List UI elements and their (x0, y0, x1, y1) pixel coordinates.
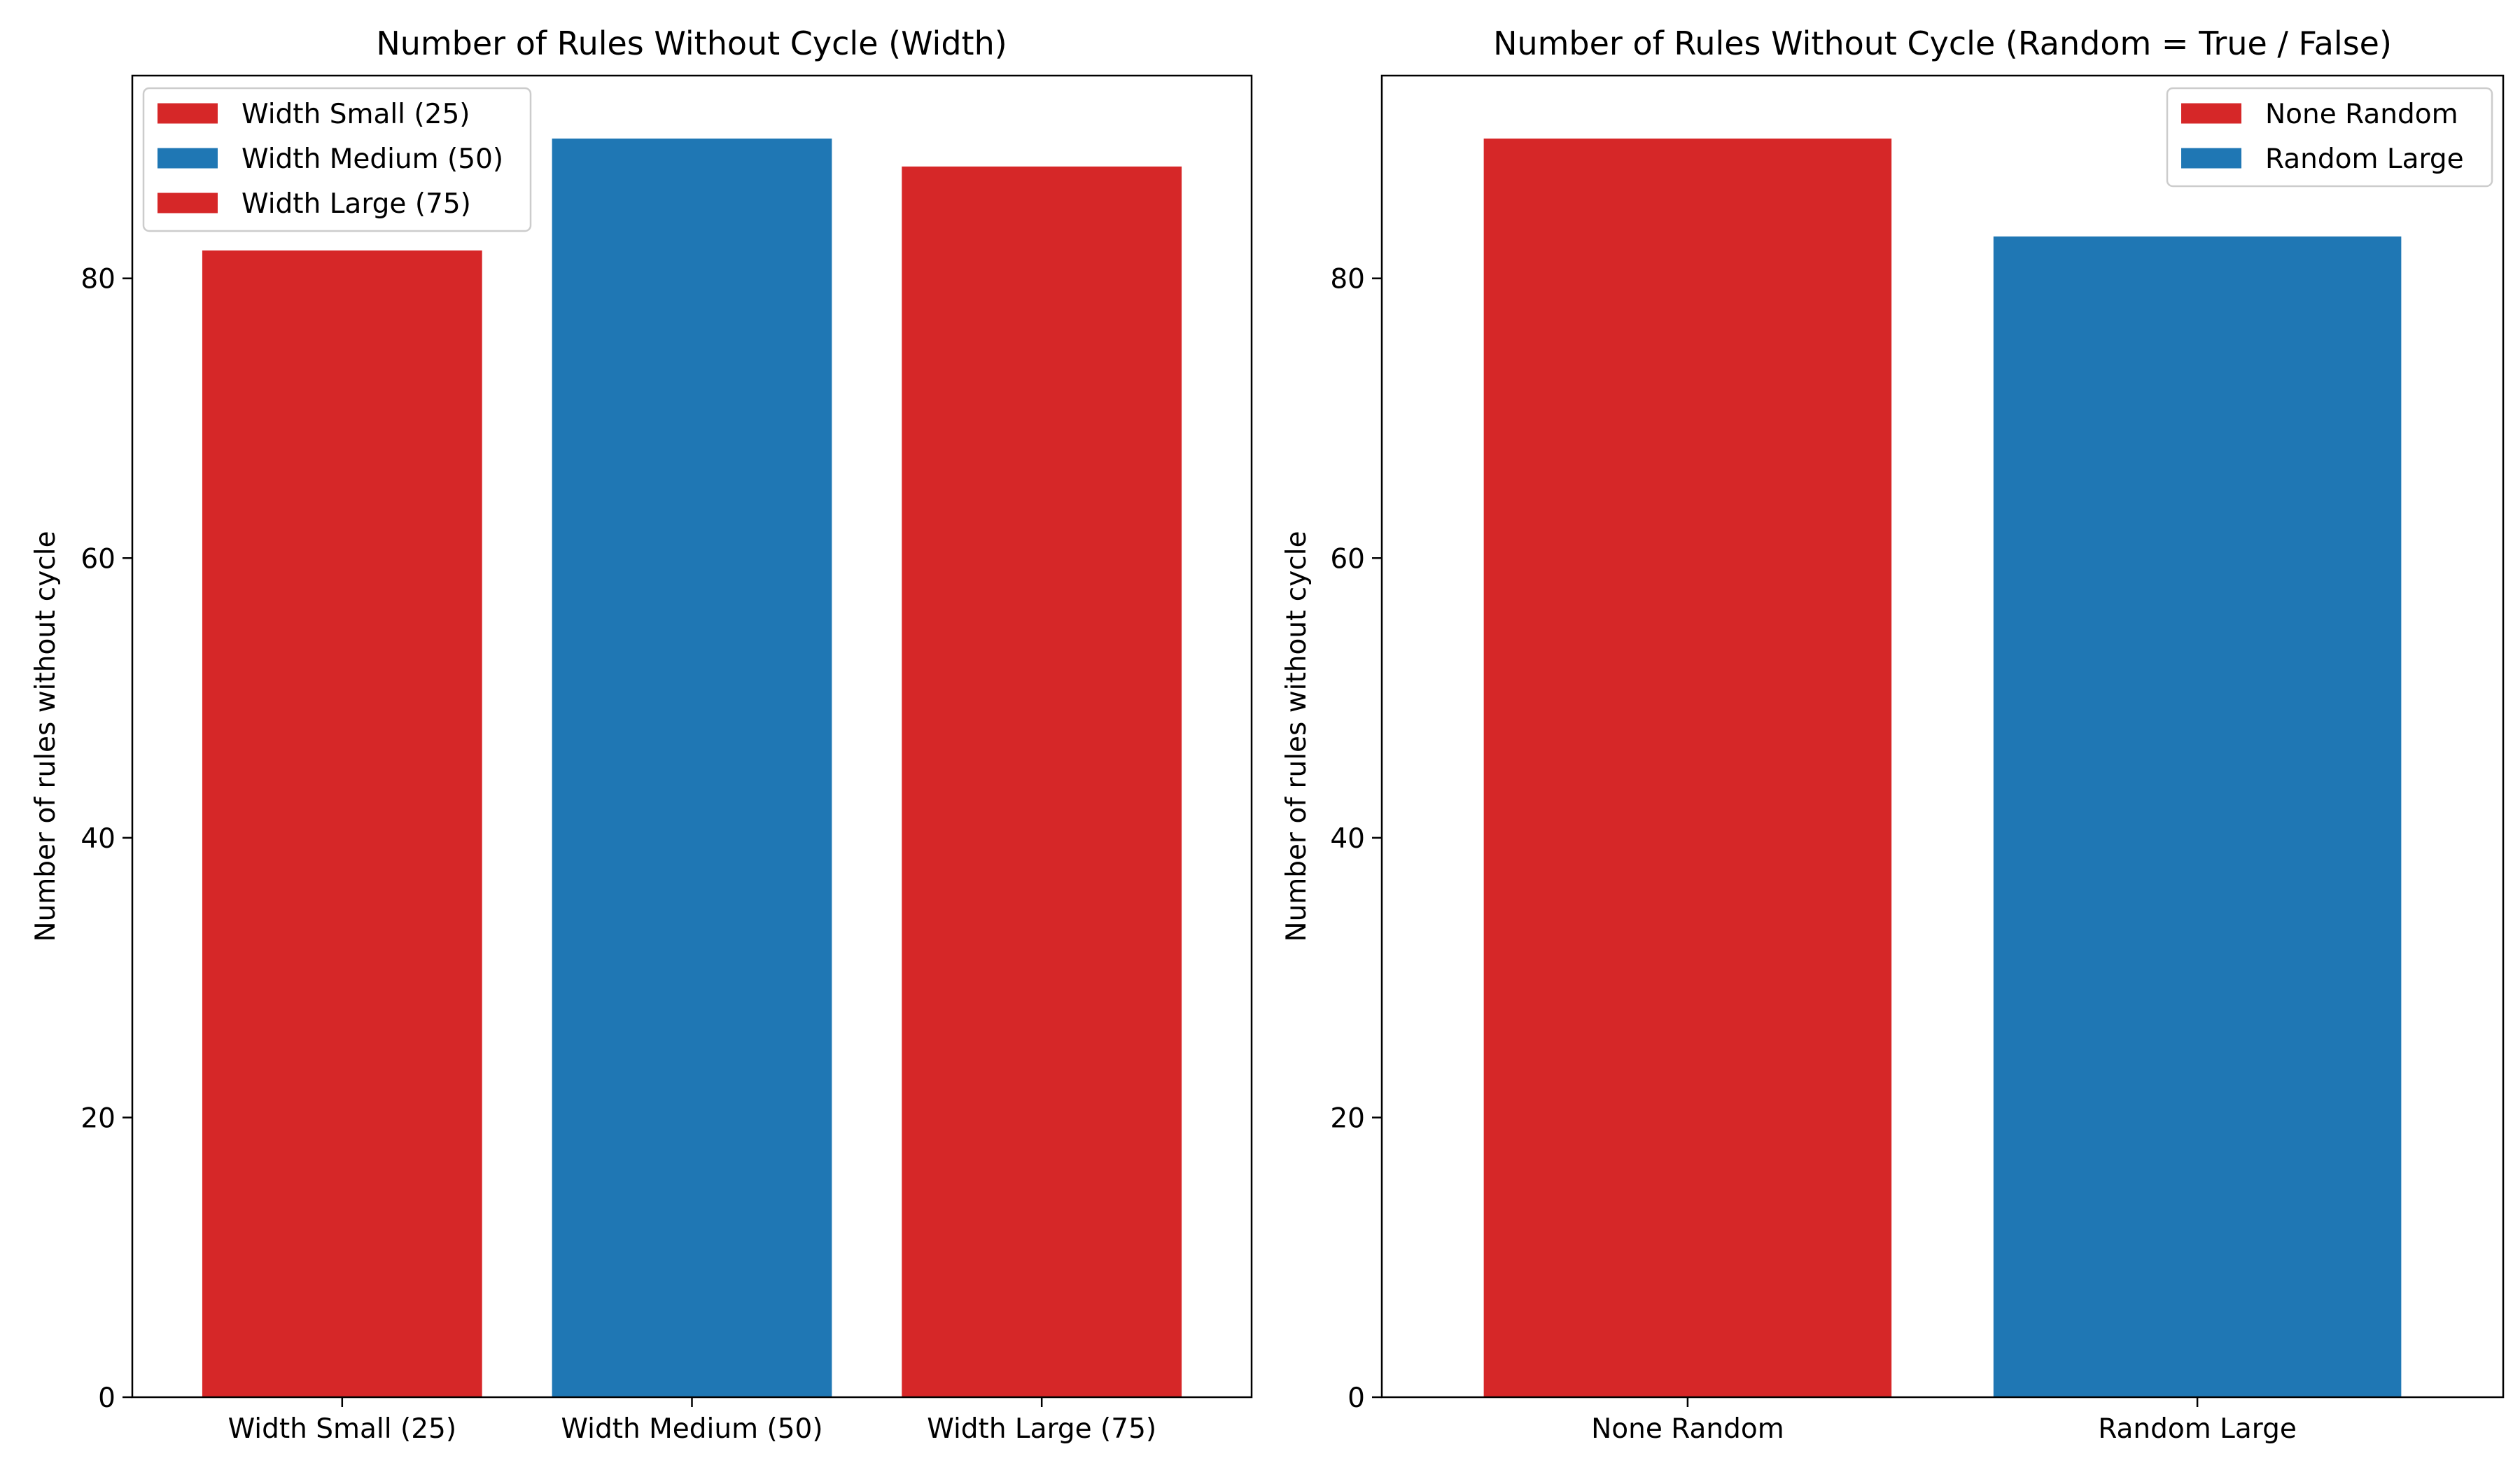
legend-box (142, 87, 532, 232)
legend-swatch (158, 192, 218, 214)
chart-title: Number of Rules Without Cycle (Random = … (1493, 24, 2392, 62)
y-axis-ticks: 0 20 40 60 80 (1330, 264, 1382, 1414)
y-tick-label: 40 (80, 823, 115, 855)
bar (552, 138, 832, 1397)
x-axis-ticks: Width Small (25) Width Medium (50) Width L… (228, 1397, 1156, 1445)
y-tick-label: 80 (80, 264, 115, 295)
bars (202, 138, 1182, 1397)
y-tick-label: 40 (1330, 823, 1365, 855)
legend-swatch (2181, 148, 2241, 169)
chart-title: Number of Rules Without Cycle (Width) (376, 24, 1007, 62)
chart-panel-random: Number of Rules Without Cycle (Random = … (1281, 24, 2505, 1445)
legend: Width Small (25) Width Medium (50) Width L… (142, 87, 532, 232)
y-tick-label: 0 (1348, 1382, 1365, 1414)
legend-swatch (158, 103, 218, 124)
bars (1483, 138, 2402, 1398)
x-tick-label: Width Large (75) (927, 1413, 1156, 1445)
y-tick-label: 0 (98, 1382, 115, 1414)
legend-label: None Random (2265, 99, 2458, 130)
legend-label: Width Large (75) (241, 188, 471, 220)
legend-label: Random Large (2265, 144, 2464, 175)
bar (902, 166, 1182, 1397)
legend-label: Width Medium (50) (241, 144, 503, 175)
legend-box (2166, 87, 2493, 188)
y-axis-label: Number of rules without cycle (30, 531, 62, 941)
x-tick-label: Width Small (25) (228, 1413, 456, 1445)
x-tick-label: None Random (1591, 1413, 1784, 1445)
bar (202, 250, 482, 1397)
legend-swatch (2181, 103, 2241, 124)
y-tick-label: 20 (1330, 1102, 1365, 1134)
x-tick-label: Width Medium (50) (561, 1413, 822, 1445)
x-axis-ticks: None Random Random Large (1591, 1397, 2297, 1445)
y-tick-label: 60 (1330, 543, 1365, 575)
y-axis-ticks: 0 20 40 60 80 (80, 264, 132, 1414)
y-tick-label: 80 (1330, 264, 1365, 295)
y-tick-label: 60 (80, 543, 115, 575)
chart-panel-width: Number of Rules Without Cycle (Width) Nu… (30, 24, 1253, 1445)
legend-label: Width Small (25) (241, 99, 470, 130)
bar (1993, 236, 2402, 1398)
legend-swatch (158, 148, 218, 169)
y-tick-label: 20 (80, 1102, 115, 1134)
x-tick-label: Random Large (2098, 1413, 2297, 1445)
y-axis-label: Number of rules without cycle (1281, 531, 1312, 941)
plot-frame (1380, 74, 2505, 1399)
bar (1483, 138, 1892, 1397)
legend: None Random Random Large (2166, 87, 2493, 188)
